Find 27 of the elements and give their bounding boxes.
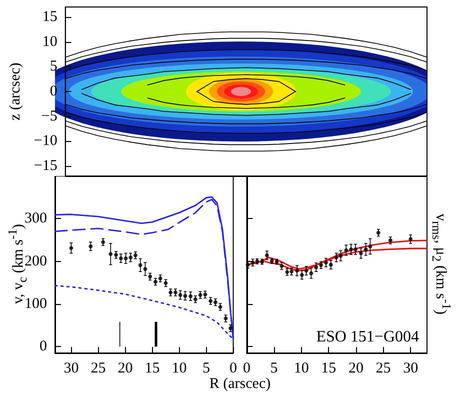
x-axis-title: R (arscec)	[209, 376, 271, 393]
x-tick-label: 25	[90, 360, 106, 376]
y-tick-label: 0	[40, 338, 47, 355]
x-tick-label: 15	[144, 360, 160, 376]
y-tick-label: −10	[34, 133, 58, 150]
x-tick-label: 0	[243, 360, 250, 376]
x-tick-label: 10	[172, 360, 187, 376]
y-tick-label: 200	[24, 253, 47, 270]
x-tick-label: 15	[321, 360, 336, 376]
x-tick-label: 30	[64, 360, 79, 376]
x-tick-label: 20	[348, 360, 364, 376]
y-tick-label: 5	[50, 58, 58, 75]
x-tick-label: 5	[202, 360, 210, 376]
y-tick-label: −15	[34, 158, 58, 174]
x-tick-label: 10	[294, 360, 309, 376]
x-tick-label: 25	[376, 360, 391, 376]
y-tick-label: 300	[24, 210, 47, 227]
y-tick-label: 100	[24, 296, 47, 312]
annotation: ESO 151−G004	[316, 328, 420, 346]
y-tick-label: 10	[42, 34, 58, 50]
x-tick-label: 0	[230, 360, 237, 376]
y-tick-label: 15	[42, 8, 58, 25]
x-tick-label: 30	[403, 360, 418, 376]
y-tick-label: −5	[41, 108, 58, 124]
x-tick-label: 5	[270, 360, 278, 376]
x-tick-label: 20	[118, 360, 133, 376]
y-axis-title: z (arcsec)	[8, 62, 24, 120]
